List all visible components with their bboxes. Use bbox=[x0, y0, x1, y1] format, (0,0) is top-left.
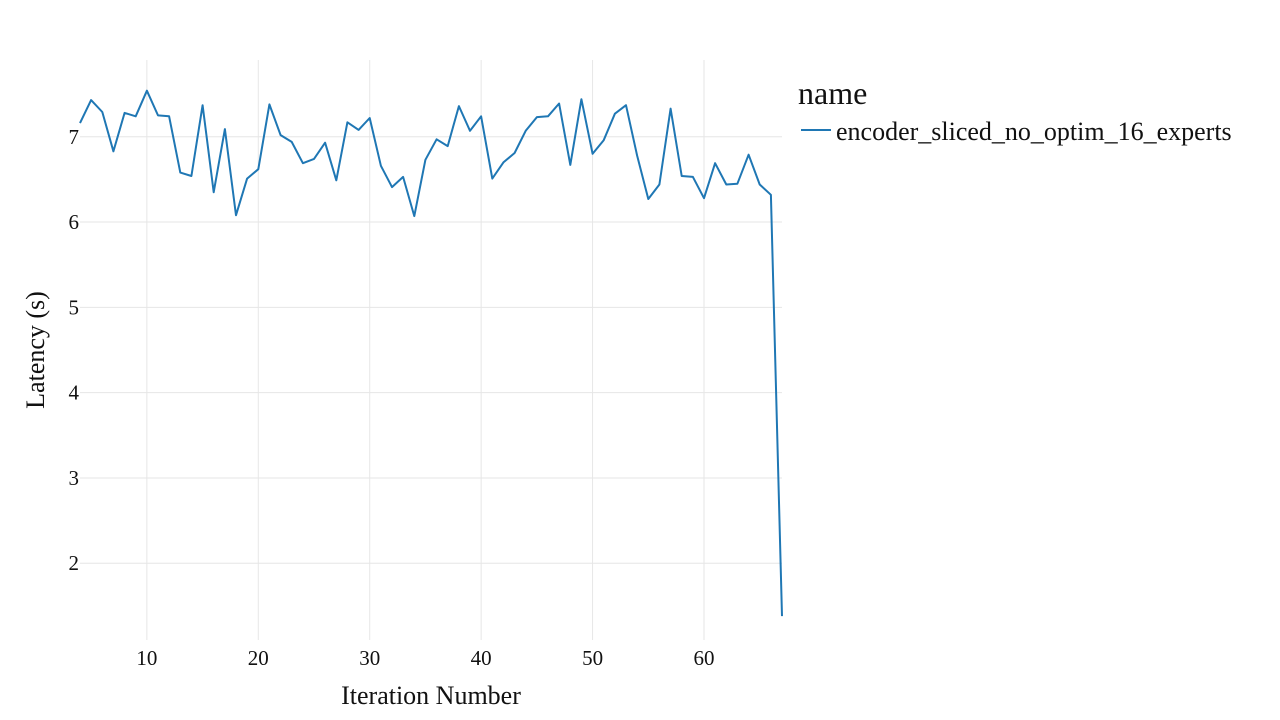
series-layer bbox=[79, 89, 783, 617]
legend: name encoder_sliced_no_optim_16_experts bbox=[798, 75, 1232, 146]
y-tick-label: 5 bbox=[69, 295, 80, 319]
x-tick-label: 60 bbox=[694, 646, 715, 670]
x-tick-label: 10 bbox=[136, 646, 157, 670]
x-tick-label: 30 bbox=[359, 646, 380, 670]
y-axis-ticks: 2 3 4 5 6 7 bbox=[69, 125, 80, 575]
x-tick-label: 20 bbox=[248, 646, 269, 670]
y-tick-label: 3 bbox=[69, 466, 80, 490]
y-axis-title: Latency (s) bbox=[21, 291, 50, 409]
y-tick-label: 2 bbox=[69, 551, 80, 575]
legend-title: name bbox=[798, 75, 867, 111]
y-tick-label: 7 bbox=[69, 125, 80, 149]
y-tick-label: 6 bbox=[69, 210, 80, 234]
x-tick-label: 50 bbox=[582, 646, 603, 670]
x-axis-ticks: 10 20 30 40 50 60 bbox=[136, 646, 714, 670]
series-line bbox=[79, 89, 783, 617]
y-tick-label: 4 bbox=[69, 381, 80, 405]
x-tick-label: 40 bbox=[471, 646, 492, 670]
x-axis-title: Iteration Number bbox=[341, 681, 521, 710]
legend-item-label: encoder_sliced_no_optim_16_experts bbox=[836, 117, 1232, 146]
